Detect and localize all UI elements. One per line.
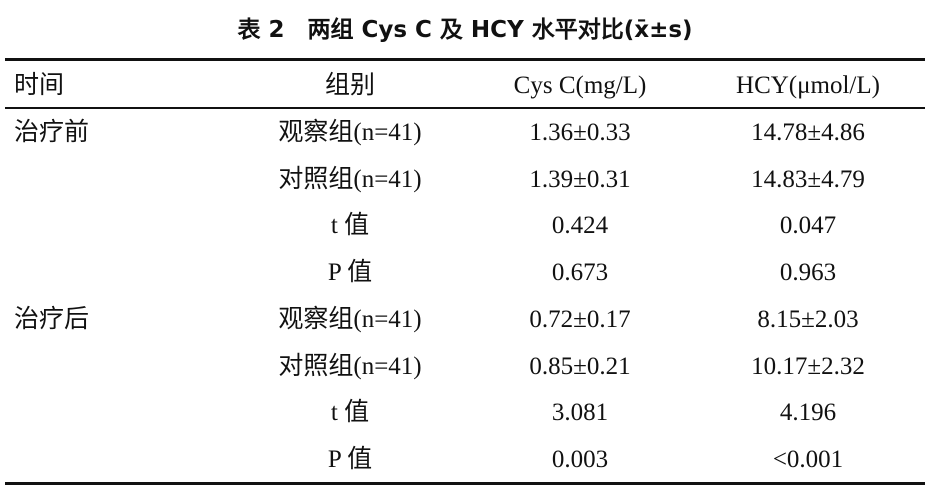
cysc-cell: 0.003 xyxy=(551,445,609,473)
bottom-rule xyxy=(5,482,925,485)
cysc-cell: 1.36±0.33 xyxy=(529,119,631,146)
top-rule xyxy=(5,58,925,61)
header-cell: 时间 xyxy=(14,72,65,99)
hcy-cell: 10.17±2.32 xyxy=(751,352,865,380)
group-cell: 观察组(n=41) xyxy=(278,119,422,146)
hcy-cell: 14.78±4.86 xyxy=(751,119,865,146)
cysc-cell: 0.424 xyxy=(551,212,609,240)
table-title: 表 2 两组 Cys C 及 HCY 水平对比(x̄±s) xyxy=(237,17,693,43)
header-cell: Cys C(mg/L) xyxy=(513,72,647,99)
group-cell: P 值 xyxy=(327,259,373,287)
group-cell: t 值 xyxy=(330,399,370,427)
cysc-cell: 0.673 xyxy=(551,259,609,287)
group-cell: P 值 xyxy=(327,445,373,473)
hcy-cell: 14.83±4.79 xyxy=(751,165,865,193)
group-cell: 对照组(n=41) xyxy=(278,352,422,380)
cysc-cell: 1.39±0.31 xyxy=(529,165,631,193)
hcy-cell: <0.001 xyxy=(772,445,844,473)
hcy-cell: 0.047 xyxy=(779,212,837,240)
hcy-cell: 0.963 xyxy=(779,259,837,287)
hcy-cell: 4.196 xyxy=(779,399,837,427)
header-cell: HCY(μmol/L) xyxy=(736,72,880,99)
cysc-cell: 0.85±0.21 xyxy=(529,352,631,380)
hcy-cell: 8.15±2.03 xyxy=(757,305,859,333)
group-cell: 观察组(n=41) xyxy=(278,305,422,333)
time-cell: 治疗前 xyxy=(14,119,90,146)
header-rule xyxy=(5,107,925,109)
time-cell: 治疗后 xyxy=(14,305,90,333)
group-cell: t 值 xyxy=(330,212,370,240)
group-cell: 对照组(n=41) xyxy=(278,165,422,193)
cysc-cell: 0.72±0.17 xyxy=(529,305,631,333)
header-cell: 组别 xyxy=(324,72,376,99)
cysc-cell: 3.081 xyxy=(551,399,609,427)
